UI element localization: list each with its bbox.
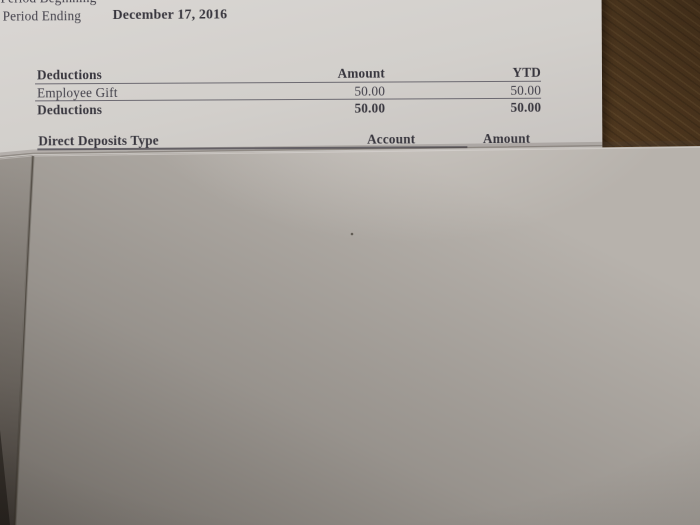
period-ending-value: December 17, 2016 (112, 6, 228, 22)
period-ending-label: Period Ending (2, 8, 82, 24)
direct-deposits-header-account: Account (366, 131, 416, 147)
deductions-total-amount: 50.00 (354, 100, 386, 116)
direct-deposits-header-amount: Amount (482, 130, 531, 147)
deductions-header-amount: Amount (337, 65, 386, 81)
period-beginning-label: Period Beginning (1, 0, 97, 7)
paystub-sheet: Period Beginning Period Ending December … (0, 0, 603, 166)
deductions-total-name: Deductions (37, 102, 103, 118)
deductions-header-ytd: YTD (512, 64, 542, 80)
paystub-document-text: Period Beginning Period Ending December … (0, 0, 700, 166)
deductions-header-name: Deductions (36, 67, 103, 83)
deductions-total-ytd: 50.00 (510, 99, 542, 115)
